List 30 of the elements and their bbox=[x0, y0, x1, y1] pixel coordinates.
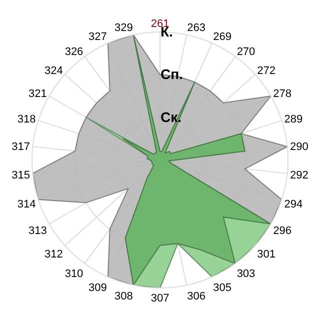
spoke-label: 305 bbox=[213, 282, 232, 294]
spoke-label: 306 bbox=[187, 290, 206, 302]
spoke-label: 307 bbox=[150, 292, 170, 305]
spoke-label: 278 bbox=[273, 88, 292, 100]
spoke-label: 269 bbox=[213, 31, 232, 44]
spoke-label: 294 bbox=[284, 198, 303, 210]
spoke-label: 314 bbox=[17, 198, 36, 210]
spoke-label: 301 bbox=[257, 248, 276, 261]
spoke-label: 324 bbox=[44, 64, 63, 77]
spoke-label: 309 bbox=[88, 282, 107, 294]
spoke-label: 321 bbox=[28, 88, 47, 100]
spoke-label: 313 bbox=[28, 225, 47, 238]
spoke-label: 292 bbox=[290, 170, 308, 182]
spoke-label: 303 bbox=[236, 268, 256, 280]
spoke-label: 327 bbox=[88, 31, 107, 44]
spoke-label: 310 bbox=[64, 268, 84, 280]
spoke-label: 290 bbox=[290, 140, 308, 153]
spoke-label: 317 bbox=[12, 140, 30, 153]
spoke-label: 308 bbox=[114, 290, 133, 302]
spoke-label: 270 bbox=[236, 46, 256, 58]
spoke-label: 263 bbox=[187, 22, 206, 34]
y-tick-label: Сп. bbox=[160, 66, 183, 82]
spoke-label: 312 bbox=[44, 248, 63, 261]
spoke-label: 329 bbox=[114, 22, 133, 34]
spoke-label: 272 bbox=[257, 64, 276, 77]
spoke-label: 318 bbox=[17, 114, 36, 126]
spoke-label: 296 bbox=[273, 225, 292, 238]
spoke-label: 315 bbox=[12, 170, 30, 182]
spoke-label: 326 bbox=[64, 46, 84, 58]
spoke-label: 289 bbox=[284, 114, 303, 126]
